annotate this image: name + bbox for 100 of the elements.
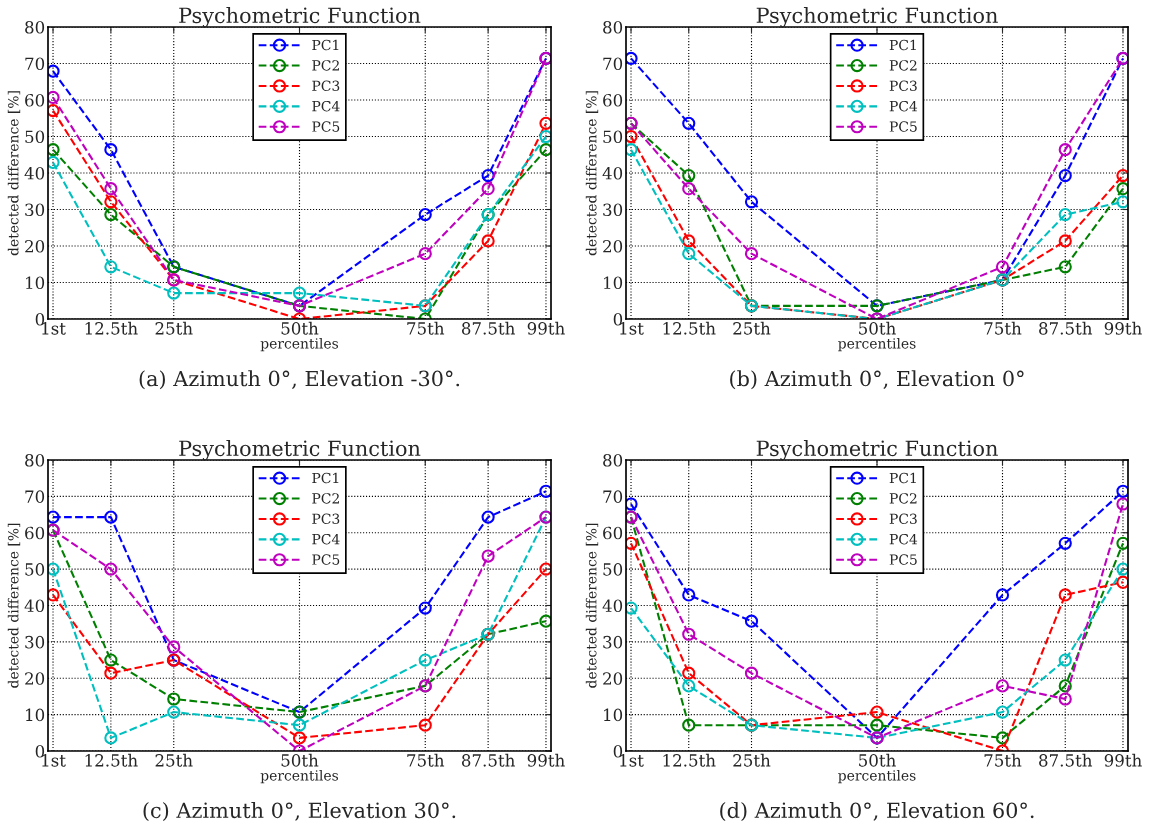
x-tick-label: 50th <box>281 753 319 767</box>
y-axis-title: detected difference [%] <box>7 523 21 688</box>
legend-label: PC2 <box>312 493 339 504</box>
y-tick-label: 40 <box>602 166 623 180</box>
legend-label: PC5 <box>889 121 917 132</box>
legend-label: PC4 <box>312 533 340 545</box>
y-tick-label: 70 <box>25 57 45 71</box>
y-axis-title: detected difference [%] <box>585 91 599 256</box>
text: (d) Azimuth 0°, Elevation 60°. <box>720 802 1034 822</box>
y-tick-label: 0 <box>613 744 623 758</box>
y-tick-label: 30 <box>603 203 623 217</box>
y-tick-label: 40 <box>24 599 45 613</box>
y-tick-label: 80 <box>25 20 45 34</box>
y-tick-label: 60 <box>25 526 45 540</box>
x-tick-label: 99th <box>527 753 565 767</box>
y-axis-title: detected difference [%] <box>7 91 21 256</box>
x-tick-label: 12.5th <box>85 321 138 335</box>
y-tick-label: 0 <box>35 744 45 758</box>
y-tick-label: 10 <box>604 708 623 722</box>
x-tick-label: 1st <box>620 322 644 335</box>
legend-label: PC4 <box>312 100 340 112</box>
y-tick-label: 50 <box>603 130 623 144</box>
x-tick-label: 87.5th <box>1039 321 1093 335</box>
x-tick-label: 99th <box>1104 321 1142 335</box>
legend-label: PC5 <box>889 554 917 565</box>
y-tick-label: 60 <box>603 526 623 540</box>
y-tick-label: 40 <box>602 599 623 613</box>
x-axis-title: percentiles <box>260 769 339 784</box>
x-axis-title: percentiles <box>838 769 916 784</box>
x-tick-label: 99th <box>1104 753 1142 767</box>
x-tick-label: 25th <box>155 753 193 767</box>
legend-label: PC5 <box>312 121 340 132</box>
x-axis-title: percentiles <box>260 337 339 352</box>
x-tick-label: 12.5th <box>85 753 138 767</box>
x-tick-label: 75th <box>984 753 1022 767</box>
x-tick-label: 87.5th <box>1039 753 1093 767</box>
x-tick-label: 50th <box>859 753 896 767</box>
legend-label: PC1 <box>889 472 916 484</box>
x-tick-label: 87.5th <box>461 321 515 335</box>
y-tick-label: 80 <box>603 20 623 34</box>
legend-label: PC3 <box>312 80 340 92</box>
x-tick-label: 25th <box>155 321 193 335</box>
legend-label: PC1 <box>312 39 339 51</box>
legend-label: PC4 <box>889 100 918 112</box>
text: (a) Azimuth 0°, Elevation -30°. <box>139 370 460 390</box>
x-tick-label: 75th <box>407 321 445 335</box>
y-tick-label: 20 <box>603 672 623 685</box>
x-tick-label: 1st <box>42 322 66 335</box>
legend-label: PC3 <box>889 80 917 92</box>
chart-title: Psychometric Function <box>179 7 421 28</box>
y-tick-label: 10 <box>26 708 45 722</box>
y-tick-label: 50 <box>603 563 623 576</box>
text: (c) Azimuth 0°, Elevation 30°. <box>143 802 456 822</box>
y-tick-label: 30 <box>25 203 45 217</box>
y-tick-label: 20 <box>25 239 45 253</box>
y-tick-label: 20 <box>25 672 45 685</box>
y-tick-label: 10 <box>26 276 45 290</box>
x-axis-title: percentiles <box>838 337 916 352</box>
legend-label: PC2 <box>312 60 339 71</box>
y-axis-title: detected difference [%] <box>585 523 599 688</box>
chart-title: Psychometric Function <box>756 440 998 461</box>
y-tick-label: 80 <box>603 453 623 467</box>
y-tick-label: 70 <box>603 490 623 503</box>
y-tick-label: 60 <box>25 93 45 107</box>
y-tick-label: 0 <box>613 312 623 326</box>
y-tick-label: 80 <box>25 453 45 467</box>
y-tick-label: 20 <box>603 239 623 253</box>
text: (b) Azimuth 0°, Elevation 0° <box>730 370 1024 390</box>
legend-label: PC1 <box>889 39 916 51</box>
x-tick-label: 25th <box>733 753 771 767</box>
x-tick-label: 12.5th <box>663 753 716 767</box>
legend-label: PC1 <box>312 472 339 484</box>
chart-title: Psychometric Function <box>756 7 998 28</box>
y-tick-label: 50 <box>25 130 45 144</box>
y-tick-label: 50 <box>25 563 45 576</box>
x-tick-label: 1st <box>620 754 644 767</box>
y-tick-label: 70 <box>25 490 45 503</box>
x-tick-label: 75th <box>984 321 1022 335</box>
x-tick-label: 50th <box>859 321 896 335</box>
x-tick-label: 99th <box>527 321 565 335</box>
x-tick-label: 87.5th <box>461 753 515 767</box>
x-tick-label: 25th <box>733 321 771 335</box>
y-tick-label: 30 <box>25 635 45 649</box>
legend-label: PC4 <box>889 533 918 545</box>
legend-label: PC3 <box>312 513 340 525</box>
y-tick-label: 70 <box>603 57 623 71</box>
y-tick-label: 60 <box>603 93 623 107</box>
legend-label: PC5 <box>312 554 340 565</box>
y-tick-label: 30 <box>603 635 623 649</box>
x-tick-label: 12.5th <box>663 321 716 335</box>
x-tick-label: 1st <box>42 754 66 767</box>
y-tick-label: 10 <box>604 276 623 290</box>
legend-label: PC2 <box>889 60 917 71</box>
x-tick-label: 75th <box>407 753 445 767</box>
legend-label: PC2 <box>889 493 917 504</box>
chart-title: Psychometric Function <box>179 440 421 461</box>
x-tick-label: 50th <box>281 321 319 335</box>
y-tick-label: 0 <box>35 312 45 326</box>
legend-label: PC3 <box>889 513 917 525</box>
y-tick-label: 40 <box>24 166 45 180</box>
